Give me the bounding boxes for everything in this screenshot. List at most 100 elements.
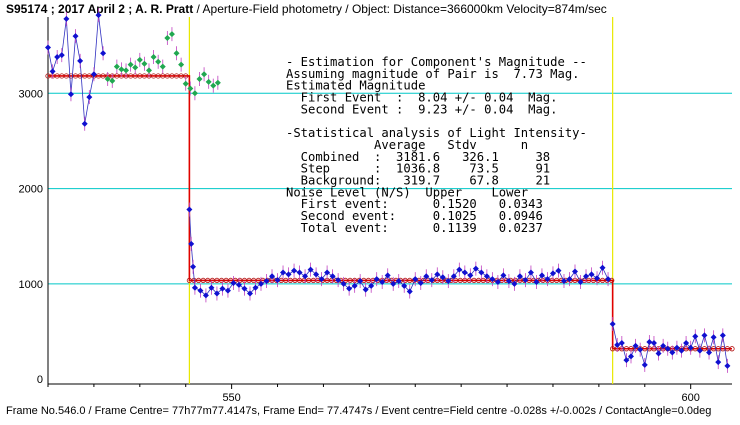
data-point [90, 71, 97, 78]
y-tick-label-0: 0 [37, 374, 43, 386]
data-point [258, 280, 265, 287]
data-point [628, 353, 635, 360]
data-point [664, 345, 671, 352]
data-point [127, 61, 134, 68]
data-point [450, 273, 457, 280]
y-tick-label-2000: 2000 [19, 184, 43, 196]
data-point [324, 269, 331, 276]
data-point [483, 273, 490, 280]
data-point [478, 269, 485, 276]
data-point [533, 279, 540, 286]
data-point [81, 120, 88, 127]
data-point [136, 56, 143, 63]
data-point [673, 344, 680, 351]
data-point [302, 273, 309, 280]
data-point [609, 320, 616, 327]
data-point [583, 273, 590, 280]
data-point [724, 362, 731, 369]
data-point [511, 280, 518, 287]
data-point [395, 278, 402, 285]
data-point [384, 272, 391, 279]
data-point [362, 286, 369, 293]
annotation-line-1: Assuming magnitude of Pair is 7.73 Mag. [286, 67, 580, 81]
data-point [230, 279, 237, 286]
frame-info-footer: Frame No.546.0 / Frame Centre= 77h77m77.… [6, 405, 712, 417]
data-point [235, 281, 242, 288]
data-point [100, 50, 107, 57]
data-point [246, 290, 253, 297]
data-point [710, 334, 717, 341]
data-point [77, 57, 84, 64]
model-symbol [729, 346, 735, 352]
data-point [678, 347, 685, 354]
data-point [555, 267, 562, 274]
data-point [614, 341, 621, 348]
data-line-4 [612, 323, 728, 366]
data-point [538, 272, 545, 279]
data-point [296, 269, 303, 276]
data-point [669, 349, 676, 356]
data-point [588, 271, 595, 278]
data-point [241, 285, 248, 292]
data-point [58, 52, 65, 59]
data-point [191, 90, 198, 97]
annotation-line-7: Average Stdv n [286, 138, 528, 152]
data-point [401, 282, 408, 289]
data-point [274, 277, 281, 284]
data-point [329, 273, 336, 280]
x-tick-label-600: 600 [682, 392, 700, 404]
data-point [566, 276, 573, 283]
chart-marks [45, 8, 735, 384]
y-tick-label-3000: 3000 [19, 88, 43, 100]
data-point [197, 287, 204, 294]
data-point [188, 240, 195, 247]
data-point [641, 361, 648, 368]
data-point [489, 276, 496, 283]
annotation-line-6: -Statistical analysis of Light Intensity… [286, 126, 587, 140]
data-point [516, 273, 523, 280]
observation-id: S95174 ; 2017 April 2 ; A. R. Pratt [6, 2, 194, 16]
data-point [445, 278, 452, 285]
data-point [285, 271, 292, 278]
header-description: / Aperture-Field photometry / Object: Di… [193, 2, 607, 16]
data-point [637, 346, 644, 353]
annotation-line-12: First event: 0.1520 0.0343 [286, 197, 543, 211]
data-point [351, 282, 358, 289]
data-point [527, 269, 534, 276]
data-point [205, 78, 212, 85]
data-point [522, 277, 529, 284]
data-point [113, 63, 120, 70]
data-point [719, 332, 726, 339]
data-point [577, 279, 584, 286]
data-point [346, 285, 353, 292]
data-point [45, 44, 51, 51]
data-point [150, 54, 157, 61]
data-point [187, 85, 194, 92]
data-point [706, 349, 713, 356]
data-point [280, 269, 287, 276]
data-point [472, 265, 479, 272]
data-point [618, 340, 625, 347]
annotation-line-9: Step : 1036.8 73.5 91 [286, 162, 550, 176]
data-point [456, 266, 463, 273]
annotation-line-2: Estimated Magnitude [286, 79, 425, 93]
data-point [219, 285, 226, 292]
annotation-line-3: First Event : 8.04 +/- 0.04 Mag. [286, 91, 558, 105]
chart-header: S95174 ; 2017 April 2 ; A. R. Pratt / Ap… [6, 2, 607, 16]
data-point [182, 80, 189, 87]
data-point [646, 339, 653, 346]
data-point [159, 63, 166, 70]
annotation-line-14: Total event: 0.1139 0.0237 [286, 221, 543, 235]
data-point [439, 274, 446, 281]
data-point [406, 288, 413, 295]
data-point [632, 342, 639, 349]
annotation-line-4: Second Event : 9.23 +/- 0.04 Mag. [286, 102, 558, 116]
data-point [269, 273, 276, 280]
data-point [390, 280, 397, 287]
data-point [291, 267, 298, 274]
data-point [701, 332, 708, 339]
data-point [186, 206, 193, 213]
data-point [191, 284, 198, 291]
annotation-line-8: Combined : 3181.6 326.1 38 [286, 150, 550, 164]
